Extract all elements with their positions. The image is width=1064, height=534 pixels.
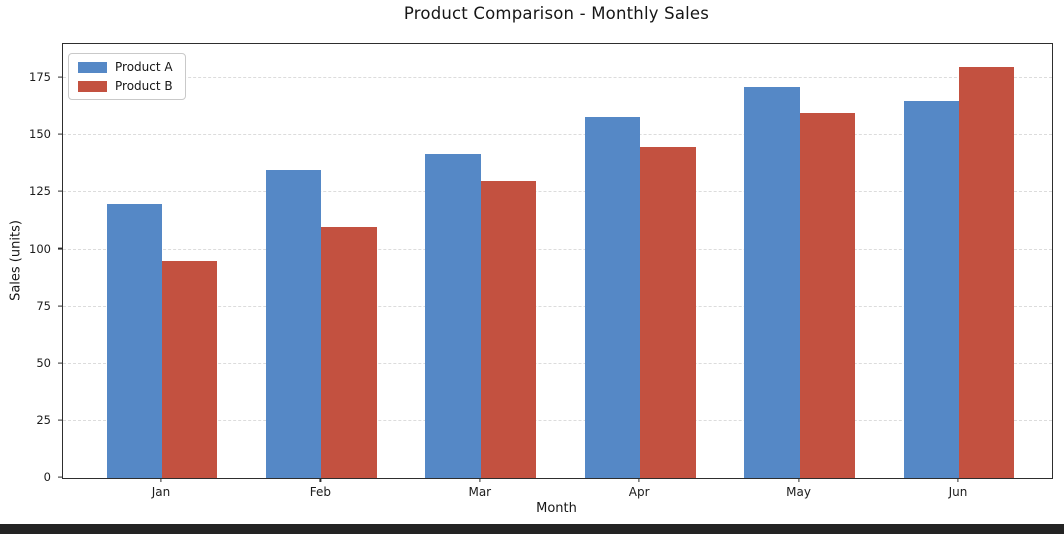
bottom-window-bar (0, 524, 1064, 534)
bar-feb-product-a (266, 169, 322, 478)
gridline-100 (63, 248, 1052, 250)
plot-area: Product A Product B (62, 43, 1053, 479)
legend-label-product-b: Product B (115, 79, 173, 93)
legend-item-product-a: Product A (78, 60, 173, 74)
gridline-50 (63, 362, 1052, 364)
ytick-label-0: 0 (43, 470, 51, 484)
legend-item-product-b: Product B (78, 79, 173, 93)
bar-jun-product-b (958, 66, 1015, 478)
legend: Product A Product B (68, 53, 186, 100)
bar-may-product-a (744, 87, 800, 478)
xtick-label-mar: Mar (468, 485, 492, 499)
y-axis-label: Sales (units) (8, 220, 24, 301)
bar-mar-product-b (480, 181, 537, 478)
ytick-label-175: 175 (29, 70, 51, 85)
ytick-label-125: 125 (29, 184, 51, 199)
xtick-mark-mar (479, 478, 481, 482)
ytick-label-150: 150 (29, 127, 51, 142)
ytick-mark-125 (58, 190, 62, 193)
ytick-mark-75 (58, 305, 62, 307)
bar-feb-product-b (321, 226, 377, 478)
legend-label-product-a: Product A (115, 60, 173, 74)
xtick-label-apr: Apr (628, 485, 650, 499)
gridline-175 (63, 77, 1052, 79)
x-axis-label: Month (536, 501, 577, 516)
ytick-label-75: 75 (36, 298, 51, 313)
xtick-mark-jan (160, 478, 162, 482)
gridline-125 (63, 191, 1052, 193)
ytick-mark-100 (58, 248, 62, 250)
legend-swatch-product-a (78, 61, 107, 73)
ytick-mark-0 (58, 476, 62, 478)
ytick-label-50: 50 (36, 355, 51, 370)
ytick-mark-25 (58, 419, 62, 421)
xtick-label-jan: Jan (151, 485, 171, 499)
xtick-label-feb: Feb (309, 485, 332, 499)
xtick-mark-jun (957, 478, 959, 482)
bar-jun-product-a (903, 101, 959, 478)
y-axis-ticks: 0 25 50 75 100 125 150 175 (0, 43, 62, 484)
ytick-label-100: 100 (29, 241, 51, 256)
xtick-label-jun: Jun (948, 485, 968, 499)
ytick-mark-175 (58, 76, 62, 78)
xtick-mark-may (797, 478, 800, 482)
gridline-25 (63, 419, 1052, 421)
bar-jan-product-b (161, 261, 218, 478)
x-axis-ticks: Jan Feb Mar Apr May Jun (62, 478, 1051, 504)
ytick-mark-50 (58, 362, 62, 364)
xtick-mark-feb (319, 478, 321, 482)
ytick-mark-150 (58, 133, 62, 135)
bar-jan-product-a (106, 203, 162, 478)
chart-title: Product Comparison - Monthly Sales (403, 4, 710, 23)
xtick-mark-apr (638, 478, 640, 482)
ytick-label-25: 25 (36, 412, 51, 427)
legend-swatch-product-b (78, 80, 107, 92)
bar-mar-product-a (425, 153, 481, 478)
gridline-75 (63, 305, 1052, 307)
bar-may-product-b (799, 112, 855, 478)
xtick-label-may: May (786, 485, 811, 499)
bar-apr-product-a (584, 117, 641, 478)
bar-apr-product-b (640, 146, 696, 478)
gridline-150 (63, 134, 1052, 136)
